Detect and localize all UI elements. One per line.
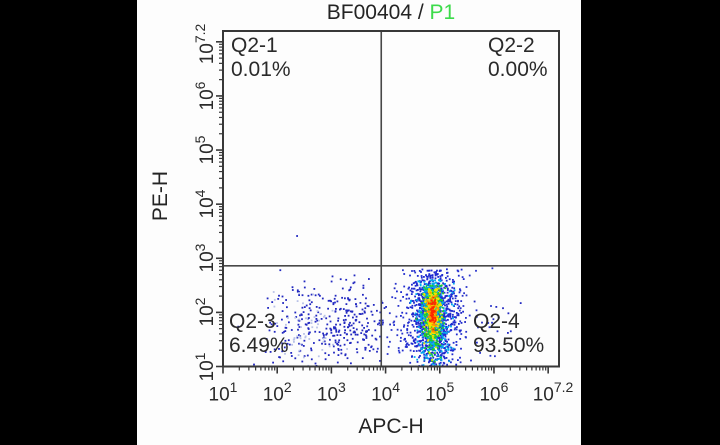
sample-id: BF00404 / <box>326 1 424 24</box>
y-tick-label: 106 <box>191 81 219 111</box>
gate-name: P1 <box>429 1 456 24</box>
quadrant-name: Q2-1 <box>231 34 278 57</box>
x-axis-title: APC-H <box>358 415 424 438</box>
y-tick-label: 105 <box>191 135 219 165</box>
quadrant-percent: 0.00% <box>488 58 548 81</box>
quadrant-name: Q2-3 <box>229 310 276 333</box>
x-tick-label: 105 <box>425 379 455 406</box>
y-tick-label: 101 <box>191 352 219 381</box>
x-tick-label: 101 <box>208 379 238 406</box>
x-tick-label: 103 <box>316 379 346 406</box>
y-axis-title: PE-H <box>149 170 172 222</box>
x-tick-label: 106 <box>479 379 509 406</box>
x-tick-label: 102 <box>262 379 292 406</box>
quadrant-percent: 6.49% <box>229 334 289 357</box>
plot-title: BF00404 / P1 <box>223 1 559 25</box>
y-tick-label: 103 <box>191 243 219 273</box>
quadrant-label-q2-1: Q2-1 0.01% <box>231 34 291 82</box>
x-tick-label: 104 <box>371 379 401 406</box>
quadrant-label-q2-2: Q2-2 0.00% <box>488 34 548 82</box>
quadrant-label-q2-4: Q2-4 93.50% <box>473 310 544 358</box>
x-tick-label: 107.2 <box>532 379 574 406</box>
y-tick-label: 107.2 <box>191 23 219 65</box>
quadrant-label-q2-3: Q2-3 6.49% <box>229 310 289 358</box>
quadrant-percent: 93.50% <box>473 334 545 357</box>
y-tick-label: 104 <box>191 189 219 219</box>
quadrant-name: Q2-4 <box>473 310 520 333</box>
quadrant-name: Q2-2 <box>488 34 535 57</box>
y-tick-label: 102 <box>191 297 219 327</box>
quadrant-percent: 0.01% <box>231 58 291 81</box>
